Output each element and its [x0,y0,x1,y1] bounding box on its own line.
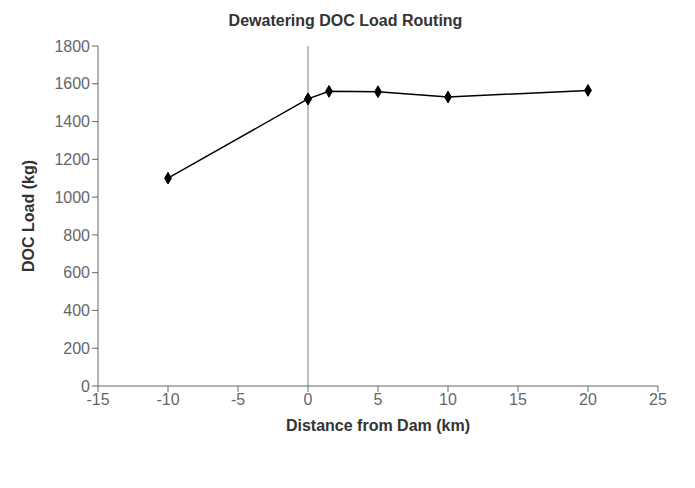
svg-text:0: 0 [81,378,90,395]
svg-text:-5: -5 [231,391,245,408]
svg-text:DOC Load (kg): DOC Load (kg) [20,160,37,272]
svg-text:1600: 1600 [54,75,90,92]
svg-text:600: 600 [63,264,90,281]
svg-text:20: 20 [579,391,597,408]
svg-text:15: 15 [509,391,527,408]
svg-text:1000: 1000 [54,189,90,206]
svg-text:10: 10 [439,391,457,408]
svg-text:1200: 1200 [54,151,90,168]
svg-text:1800: 1800 [54,38,90,55]
svg-text:400: 400 [63,302,90,319]
svg-text:200: 200 [63,340,90,357]
svg-text:5: 5 [374,391,383,408]
svg-text:-15: -15 [86,391,110,409]
svg-text:25: 25 [649,391,667,408]
svg-text:Distance from Dam (km): Distance from Dam (km) [286,417,470,434]
svg-text:0: 0 [304,391,313,408]
svg-text:-10: -10 [156,391,179,408]
svg-text:800: 800 [63,227,90,244]
svg-text:1400: 1400 [54,113,90,130]
html-text:Dewatering DOC Load Routing: Dewatering DOC Load Routing [228,12,463,29]
